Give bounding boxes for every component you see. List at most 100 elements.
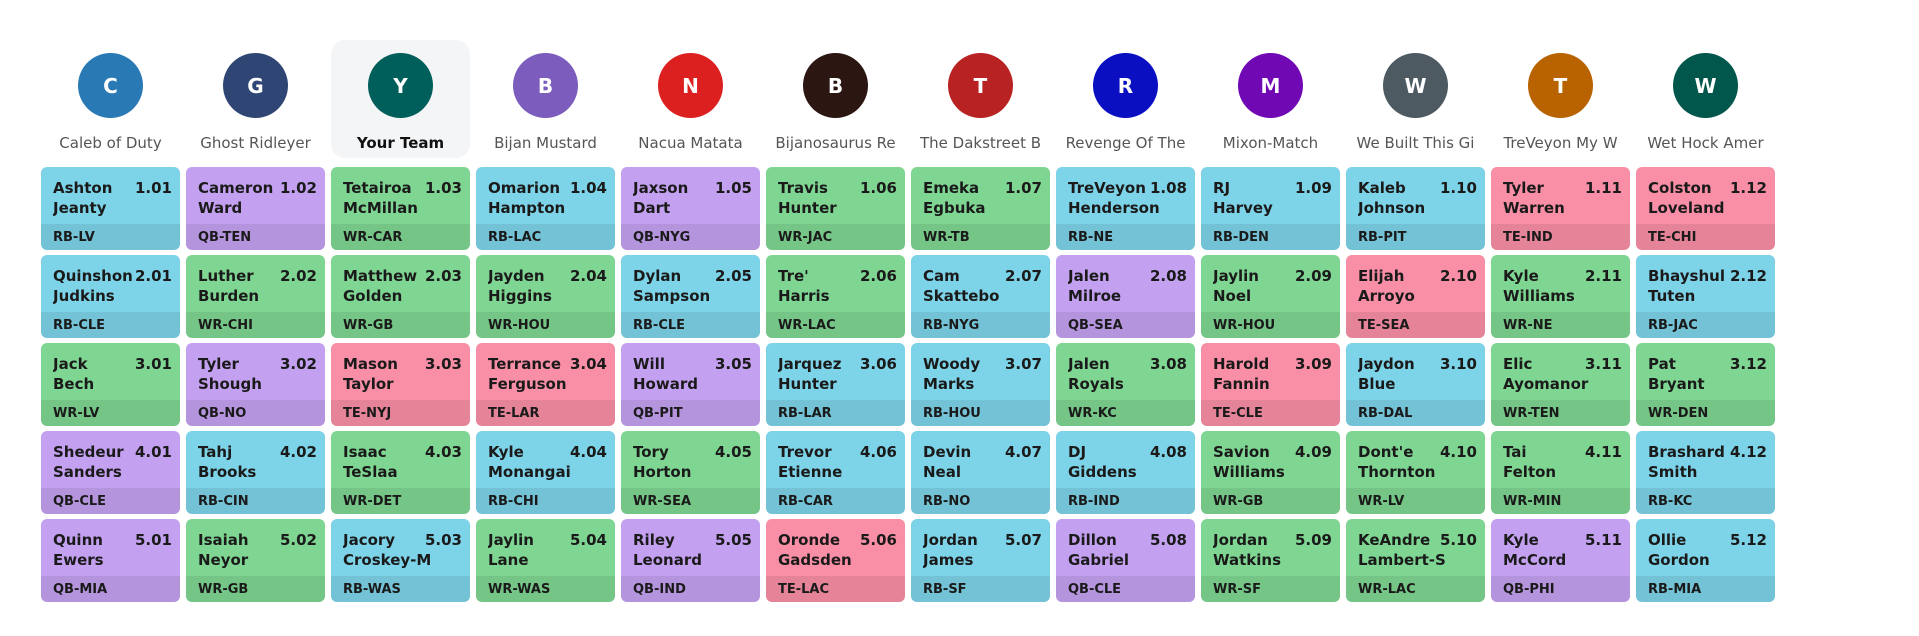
team-column-header[interactable]: T The Dakstreet B: [911, 40, 1050, 158]
pick-card[interactable]: Tyler Warren 1.11 TE-IND: [1491, 167, 1630, 250]
pick-card[interactable]: Jalen Royals 3.08 WR-KC: [1056, 343, 1195, 426]
player-last-name: Lambert-S: [1358, 551, 1446, 569]
team-column-header[interactable]: G Ghost Ridleyer: [186, 40, 325, 158]
pick-card[interactable]: Jordan Watkins 5.09 WR-SF: [1201, 519, 1340, 602]
position-team-label: RB-CLE: [633, 318, 686, 333]
player-name: Ashton Jeanty: [53, 178, 149, 218]
pick-card[interactable]: Mason Taylor 3.03 TE-NYJ: [331, 343, 470, 426]
pick-card[interactable]: Dont'e Thornton 4.10 WR-LV: [1346, 431, 1485, 514]
pick-card[interactable]: Quinshon Judkins 2.01 RB-CLE: [41, 255, 180, 338]
team-column-header[interactable]: B Bijan Mustard: [476, 40, 615, 158]
pick-card[interactable]: Isaac TeSlaa 4.03 WR-DET: [331, 431, 470, 514]
pick-card[interactable]: Jarquez Hunter 3.06 RB-LAR: [766, 343, 905, 426]
pick-number: 1.07: [1004, 179, 1042, 197]
team-column-header[interactable]: W Wet Hock Amer: [1636, 40, 1775, 158]
pick-card[interactable]: Jack Bech 3.01 WR-LV: [41, 343, 180, 426]
pick-card[interactable]: Jaylin Noel 2.09 WR-HOU: [1201, 255, 1340, 338]
team-column-header[interactable]: M Mixon-Match: [1201, 40, 1340, 158]
pick-card[interactable]: Ollie Gordon 5.12 RB-MIA: [1636, 519, 1775, 602]
pick-card[interactable]: Dylan Sampson 2.05 RB-CLE: [621, 255, 760, 338]
position-bar: [331, 312, 470, 338]
pick-card[interactable]: Oronde Gadsden 5.06 TE-LAC: [766, 519, 905, 602]
pick-card[interactable]: Bhayshul Tuten 2.12 RB-JAC: [1636, 255, 1775, 338]
player-first-name: Brashard: [1648, 443, 1725, 461]
pick-card[interactable]: Terrance Ferguson 3.04 TE-LAR: [476, 343, 615, 426]
pick-card[interactable]: Tahj Brooks 4.02 RB-CIN: [186, 431, 325, 514]
pick-number: 1.02: [279, 179, 317, 197]
position-team-label: WR-LAC: [1358, 582, 1416, 597]
pick-card[interactable]: Trevor Etienne 4.06 RB-CAR: [766, 431, 905, 514]
pick-card[interactable]: Tai Felton 4.11 WR-MIN: [1491, 431, 1630, 514]
pick-card[interactable]: Travis Hunter 1.06 WR-JAC: [766, 167, 905, 250]
pick-card[interactable]: Tre' Harris 2.06 WR-LAC: [766, 255, 905, 338]
position-team-label: WR-NE: [1503, 318, 1553, 333]
pick-card[interactable]: Jaydon Blue 3.10 RB-DAL: [1346, 343, 1485, 426]
pick-card[interactable]: Woody Marks 3.07 RB-HOU: [911, 343, 1050, 426]
pick-card[interactable]: Pat Bryant 3.12 WR-DEN: [1636, 343, 1775, 426]
pick-card[interactable]: Elijah Arroyo 2.10 TE-SEA: [1346, 255, 1485, 338]
pick-card[interactable]: Dillon Gabriel 5.08 QB-CLE: [1056, 519, 1195, 602]
pick-card[interactable]: Colston Loveland 1.12 TE-CHI: [1636, 167, 1775, 250]
pick-card[interactable]: Elic Ayomanor 3.11 WR-TEN: [1491, 343, 1630, 426]
pick-card[interactable]: Matthew Golden 2.03 WR-GB: [331, 255, 470, 338]
pick-card[interactable]: Tyler Shough 3.02 QB-NO: [186, 343, 325, 426]
pick-card[interactable]: Tory Horton 4.05 WR-SEA: [621, 431, 760, 514]
player-last-name: Monangai: [488, 463, 571, 481]
position-team-label: TE-LAR: [488, 406, 540, 421]
pick-card[interactable]: TreVeyon Henderson 1.08 RB-NE: [1056, 167, 1195, 250]
pick-card[interactable]: Savion Williams 4.09 WR-GB: [1201, 431, 1340, 514]
pick-card[interactable]: Kyle McCord 5.11 QB-PHI: [1491, 519, 1630, 602]
player-last-name: Hunter: [778, 375, 837, 393]
pick-card[interactable]: Harold Fannin 3.09 TE-CLE: [1201, 343, 1340, 426]
position-bar: [766, 224, 905, 250]
pick-card[interactable]: RJ Harvey 1.09 RB-DEN: [1201, 167, 1340, 250]
team-column-header-current[interactable]: Y Your Team: [331, 40, 470, 158]
team-avatar: W: [1383, 53, 1448, 118]
pick-card[interactable]: Jaylin Lane 5.04 WR-WAS: [476, 519, 615, 602]
pick-card[interactable]: Brashard Smith 4.12 RB-KC: [1636, 431, 1775, 514]
pick-card[interactable]: Tetairoa McMillan 1.03 WR-CAR: [331, 167, 470, 250]
pick-card[interactable]: Kyle Williams 2.11 WR-NE: [1491, 255, 1630, 338]
pick-card[interactable]: Ashton Jeanty 1.01 RB-LV: [41, 167, 180, 250]
team-column-header[interactable]: C Caleb of Duty: [41, 40, 180, 158]
player-name: Tyler Shough: [198, 354, 294, 394]
team-column-header[interactable]: B Bijanosaurus Re: [766, 40, 905, 158]
player-last-name: Bryant: [1648, 375, 1705, 393]
position-team-label: RB-SF: [923, 582, 967, 597]
position-bar: [41, 488, 180, 514]
pick-card[interactable]: Shedeur Sanders 4.01 QB-CLE: [41, 431, 180, 514]
team-column-header[interactable]: R Revenge Of The: [1056, 40, 1195, 158]
pick-card[interactable]: Jayden Higgins 2.04 WR-HOU: [476, 255, 615, 338]
pick-number: 5.04: [569, 531, 607, 549]
pick-card[interactable]: Isaiah Neyor 5.02 WR-GB: [186, 519, 325, 602]
pick-card[interactable]: Cameron Ward 1.02 QB-TEN: [186, 167, 325, 250]
team-column-header[interactable]: W We Built This Gi: [1346, 40, 1485, 158]
team-column-header[interactable]: N Nacua Matata: [621, 40, 760, 158]
pick-card[interactable]: Riley Leonard 5.05 QB-IND: [621, 519, 760, 602]
player-name: Kyle Williams: [1503, 266, 1599, 306]
position-team-label: WR-HOU: [488, 318, 551, 333]
pick-card[interactable]: Quinn Ewers 5.01 QB-MIA: [41, 519, 180, 602]
position-team-label: RB-CHI: [488, 494, 539, 509]
pick-card[interactable]: Cam Skattebo 2.07 RB-NYG: [911, 255, 1050, 338]
pick-number: 4.02: [279, 443, 317, 461]
pick-number: 2.06: [859, 267, 897, 285]
pick-card[interactable]: DJ Giddens 4.08 RB-IND: [1056, 431, 1195, 514]
pick-card[interactable]: Omarion Hampton 1.04 RB-LAC: [476, 167, 615, 250]
pick-card[interactable]: Jordan James 5.07 RB-SF: [911, 519, 1050, 602]
pick-card[interactable]: Kaleb Johnson 1.10 RB-PIT: [1346, 167, 1485, 250]
player-name: Travis Hunter: [778, 178, 874, 218]
position-team-label: WR-SF: [1213, 582, 1261, 597]
player-first-name: Colston: [1648, 179, 1712, 197]
pick-card[interactable]: Luther Burden 2.02 WR-CHI: [186, 255, 325, 338]
player-first-name: Woody: [923, 355, 981, 373]
pick-card[interactable]: Jalen Milroe 2.08 QB-SEA: [1056, 255, 1195, 338]
pick-card[interactable]: Will Howard 3.05 QB-PIT: [621, 343, 760, 426]
pick-card[interactable]: Devin Neal 4.07 RB-NO: [911, 431, 1050, 514]
pick-card[interactable]: Emeka Egbuka 1.07 WR-TB: [911, 167, 1050, 250]
pick-card[interactable]: Jaxson Dart 1.05 QB-NYG: [621, 167, 760, 250]
pick-card[interactable]: Jacory Croskey-M 5.03 RB-WAS: [331, 519, 470, 602]
pick-card[interactable]: Kyle Monangai 4.04 RB-CHI: [476, 431, 615, 514]
team-column-header[interactable]: T TreVeyon My W: [1491, 40, 1630, 158]
pick-card[interactable]: KeAndre Lambert-S 5.10 WR-LAC: [1346, 519, 1485, 602]
